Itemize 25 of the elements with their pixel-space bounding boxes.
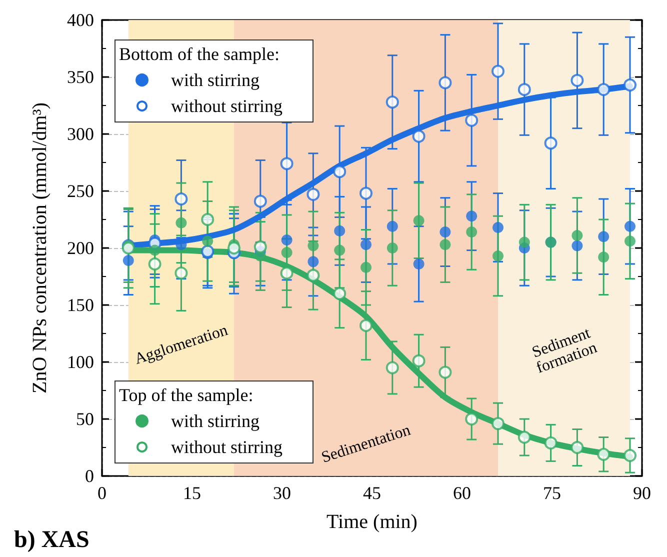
y-tick-label: 400 — [67, 10, 94, 30]
x-tick-label: 90 — [633, 483, 651, 503]
text: b) XAS — [14, 527, 90, 553]
y-tick-label: 0 — [85, 466, 94, 486]
y-axis-title: ZnO NPs concentration (mmol/dm³) — [29, 102, 51, 394]
legend-label: with stirring — [171, 411, 260, 431]
y-tick-label: 200 — [67, 238, 94, 258]
x-tick-label: 15 — [183, 483, 201, 503]
x-tick-label: 30 — [273, 483, 291, 503]
y-tick-label: 300 — [67, 124, 94, 144]
annotation: Bottom of the sample: — [119, 44, 280, 64]
y-tick-label: 100 — [67, 352, 94, 372]
legend-label: without stirring — [171, 96, 282, 116]
x-tick-label: 45 — [363, 483, 381, 503]
x-tick-label: 0 — [98, 483, 106, 503]
x-tick-label: 75 — [543, 483, 561, 503]
y-tick-label: 350 — [67, 67, 94, 87]
y-tick-label: 150 — [67, 295, 94, 315]
y-tick-label: 250 — [67, 181, 94, 201]
x-axis-title: Time (min) — [326, 511, 418, 533]
annotation: Top of the sample: — [119, 385, 254, 405]
legend-label: with stirring — [171, 70, 260, 90]
y-tick-label: 50 — [76, 409, 94, 429]
legend-label: without stirring — [171, 437, 282, 457]
x-tick-label: 60 — [453, 483, 471, 503]
